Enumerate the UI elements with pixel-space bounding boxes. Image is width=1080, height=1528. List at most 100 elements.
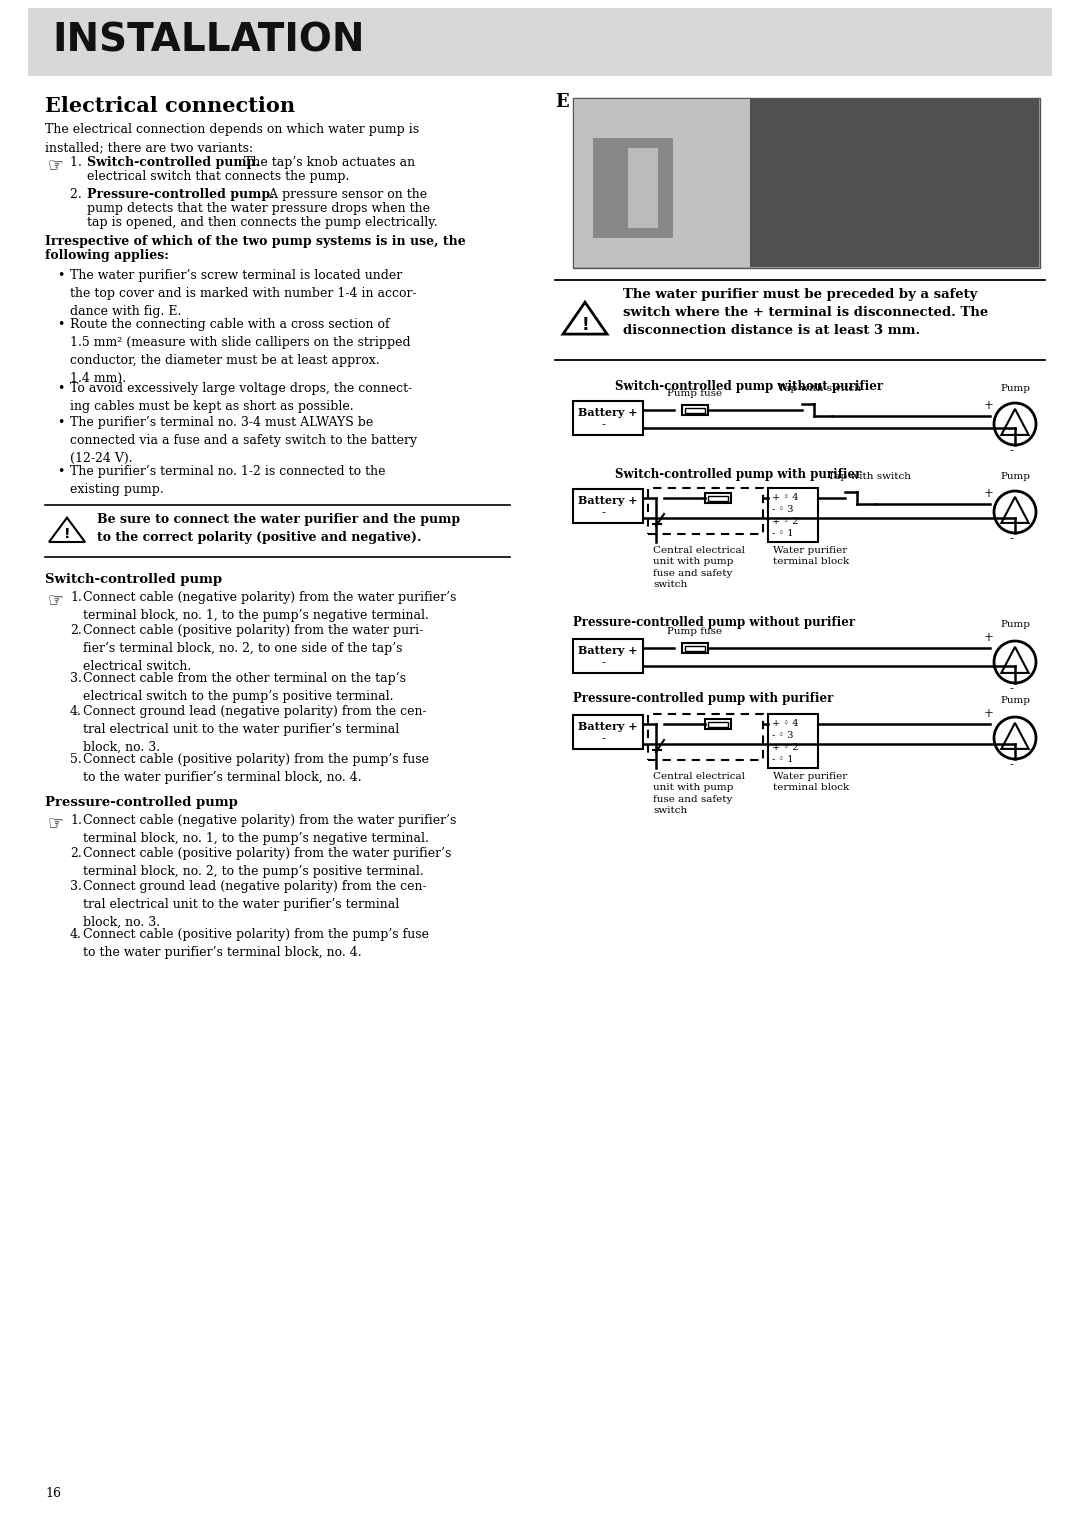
Text: + ◦ 2: + ◦ 2 — [772, 744, 798, 752]
Text: Pump: Pump — [1000, 384, 1030, 393]
Text: 3.: 3. — [70, 880, 82, 892]
Text: Electrical connection: Electrical connection — [45, 96, 295, 116]
Text: Central electrical
unit with pump
fuse and safety
switch: Central electrical unit with pump fuse a… — [653, 545, 745, 590]
FancyBboxPatch shape — [681, 643, 708, 652]
Text: - ◦ 3: - ◦ 3 — [772, 732, 794, 741]
Text: 4.: 4. — [70, 704, 82, 718]
FancyBboxPatch shape — [573, 400, 643, 435]
Text: 16: 16 — [45, 1487, 60, 1500]
Text: Connect cable (positive polarity) from the water purifier’s
terminal block, no. : Connect cable (positive polarity) from t… — [83, 847, 451, 879]
FancyBboxPatch shape — [685, 408, 705, 413]
Text: The tap’s knob actuates an: The tap’s knob actuates an — [240, 156, 415, 170]
FancyBboxPatch shape — [573, 99, 752, 267]
Text: -: - — [600, 419, 605, 431]
FancyBboxPatch shape — [573, 715, 643, 749]
Text: •: • — [57, 318, 65, 332]
Text: ☞: ☞ — [48, 591, 63, 610]
FancyBboxPatch shape — [648, 487, 762, 533]
Polygon shape — [563, 303, 607, 335]
Text: -: - — [1009, 758, 1013, 772]
Polygon shape — [1001, 646, 1028, 672]
Text: Connect ground lead (negative polarity) from the cen-
tral electrical unit to th: Connect ground lead (negative polarity) … — [83, 704, 427, 753]
Circle shape — [994, 642, 1036, 683]
FancyBboxPatch shape — [593, 138, 673, 238]
Text: +: + — [984, 399, 994, 413]
Text: !: ! — [64, 527, 70, 541]
Text: electrical switch that connects the pump.: electrical switch that connects the pump… — [87, 170, 349, 183]
Text: Switch-controlled pump with purifier: Switch-controlled pump with purifier — [615, 468, 862, 481]
FancyBboxPatch shape — [573, 489, 643, 523]
Text: Tap with switch: Tap with switch — [779, 384, 862, 393]
Text: Switch-controlled pump: Switch-controlled pump — [45, 573, 222, 587]
Text: Route the connecting cable with a cross section of
1.5 mm² (measure with slide c: Route the connecting cable with a cross … — [70, 318, 410, 385]
Text: 2.: 2. — [70, 847, 82, 860]
Text: INSTALLATION: INSTALLATION — [52, 21, 365, 60]
Text: Connect cable (positive polarity) from the pump’s fuse
to the water purifier’s t: Connect cable (positive polarity) from t… — [83, 753, 429, 784]
Text: •: • — [57, 269, 65, 283]
Text: Connect ground lead (negative polarity) from the cen-
tral electrical unit to th: Connect ground lead (negative polarity) … — [83, 880, 427, 929]
FancyBboxPatch shape — [708, 495, 728, 501]
FancyBboxPatch shape — [648, 714, 762, 759]
Text: 2.: 2. — [70, 623, 82, 637]
Text: Pump fuse: Pump fuse — [667, 390, 723, 397]
Text: The purifier’s terminal no. 3-4 must ALWAYS be
connected via a fuse and a safety: The purifier’s terminal no. 3-4 must ALW… — [70, 416, 417, 465]
Circle shape — [994, 717, 1036, 759]
Text: Water purifier
terminal block: Water purifier terminal block — [773, 772, 849, 793]
Text: A pressure sensor on the: A pressure sensor on the — [265, 188, 427, 202]
FancyBboxPatch shape — [685, 645, 705, 651]
Text: -: - — [1009, 445, 1013, 457]
Text: - ◦ 1: - ◦ 1 — [772, 755, 794, 764]
Text: + ◦ 2: + ◦ 2 — [772, 518, 798, 527]
Text: -: - — [1009, 532, 1013, 545]
Polygon shape — [1001, 497, 1028, 523]
Text: -: - — [600, 657, 605, 669]
Polygon shape — [49, 518, 85, 542]
Text: Tap with switch: Tap with switch — [828, 472, 912, 481]
Text: Connect cable (negative polarity) from the water purifier’s
terminal block, no. : Connect cable (negative polarity) from t… — [83, 591, 457, 622]
Text: •: • — [57, 465, 65, 478]
Text: + ◦ 4: + ◦ 4 — [772, 494, 798, 503]
FancyBboxPatch shape — [627, 148, 658, 228]
Text: -: - — [600, 506, 605, 520]
Text: Water purifier
terminal block: Water purifier terminal block — [773, 545, 849, 567]
Text: Pressure-controlled pump with purifier: Pressure-controlled pump with purifier — [573, 692, 834, 704]
FancyBboxPatch shape — [768, 714, 818, 769]
Text: •: • — [57, 416, 65, 429]
FancyBboxPatch shape — [708, 721, 728, 726]
Text: Pressure-controlled pump without purifier: Pressure-controlled pump without purifie… — [573, 616, 855, 630]
Text: Pump: Pump — [1000, 620, 1030, 630]
Text: Connect cable (negative polarity) from the water purifier’s
terminal block, no. : Connect cable (negative polarity) from t… — [83, 814, 457, 845]
Text: +: + — [984, 707, 994, 720]
FancyBboxPatch shape — [28, 8, 1052, 76]
Text: The purifier’s terminal no. 1-2 is connected to the
existing pump.: The purifier’s terminal no. 1-2 is conne… — [70, 465, 386, 497]
Text: Pump: Pump — [1000, 472, 1030, 481]
Text: The water purifier’s screw terminal is located under
the top cover and is marked: The water purifier’s screw terminal is l… — [70, 269, 417, 318]
Polygon shape — [1001, 410, 1028, 435]
Text: Irrespective of which of the two pump systems is in use, the: Irrespective of which of the two pump sy… — [45, 235, 465, 248]
Text: Connect cable (positive polarity) from the water puri-
fier’s terminal block, no: Connect cable (positive polarity) from t… — [83, 623, 423, 672]
Text: To avoid excessively large voltage drops, the connect-
ing cables must be kept a: To avoid excessively large voltage drops… — [70, 382, 413, 413]
Text: ☞: ☞ — [48, 814, 63, 833]
Text: Switch-controlled pump.: Switch-controlled pump. — [87, 156, 260, 170]
Text: +: + — [984, 487, 994, 500]
Text: E: E — [555, 93, 569, 112]
Text: 5.: 5. — [70, 753, 82, 766]
Text: Battery +: Battery + — [578, 721, 638, 732]
Circle shape — [994, 490, 1036, 533]
FancyBboxPatch shape — [573, 639, 643, 672]
Text: Switch-controlled pump without purifier: Switch-controlled pump without purifier — [615, 380, 883, 393]
Text: The electrical connection depends on which water pump is
installed; there are tw: The electrical connection depends on whi… — [45, 122, 419, 154]
Text: 2.: 2. — [70, 188, 90, 202]
Polygon shape — [1001, 723, 1028, 749]
Text: 4.: 4. — [70, 927, 82, 941]
Text: Central electrical
unit with pump
fuse and safety
switch: Central electrical unit with pump fuse a… — [653, 772, 745, 816]
Text: + ◦ 4: + ◦ 4 — [772, 720, 798, 729]
Text: +: + — [984, 631, 994, 643]
Text: Be sure to connect the water purifier and the pump
to the correct polarity (posi: Be sure to connect the water purifier an… — [97, 513, 460, 544]
Text: Connect cable from the other terminal on the tap’s
electrical switch to the pump: Connect cable from the other terminal on… — [83, 672, 406, 703]
Text: Battery +: Battery + — [578, 645, 638, 656]
Text: tap is opened, and then connects the pump electrically.: tap is opened, and then connects the pum… — [87, 215, 437, 229]
Text: The water purifier must be preceded by a safety
switch where the + terminal is d: The water purifier must be preceded by a… — [623, 287, 988, 338]
Text: -: - — [600, 732, 605, 746]
FancyBboxPatch shape — [768, 487, 818, 542]
